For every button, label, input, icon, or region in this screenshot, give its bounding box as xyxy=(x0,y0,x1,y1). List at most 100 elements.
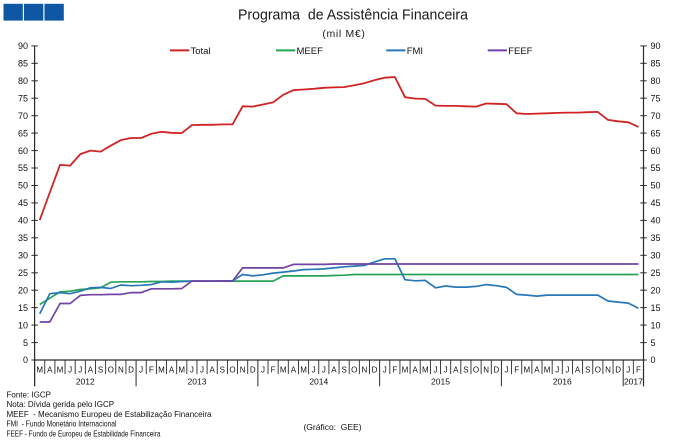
svg-text:A: A xyxy=(291,365,297,374)
svg-text:S: S xyxy=(98,365,103,374)
svg-text:20: 20 xyxy=(18,285,28,295)
svg-text:40: 40 xyxy=(651,216,661,226)
svg-text:10: 10 xyxy=(651,320,661,330)
svg-text:J: J xyxy=(261,365,265,374)
svg-text:75: 75 xyxy=(651,94,661,104)
svg-text:S: S xyxy=(463,365,468,374)
svg-text:O: O xyxy=(108,365,114,374)
svg-text:50: 50 xyxy=(651,181,661,191)
svg-text:90: 90 xyxy=(651,41,661,51)
svg-text:J: J xyxy=(139,365,143,374)
svg-text:40: 40 xyxy=(18,216,28,226)
svg-text:J: J xyxy=(505,365,509,374)
svg-text:M: M xyxy=(523,365,530,374)
svg-text:D: D xyxy=(250,365,256,374)
svg-text:15: 15 xyxy=(18,303,28,313)
svg-text:S: S xyxy=(585,365,590,374)
svg-text:MEEF: MEEF xyxy=(297,46,324,57)
svg-text:FEEF - Fundo de Europeu de Est: FEEF - Fundo de Europeu de Estabilidade … xyxy=(7,429,161,438)
svg-text:Programa de Assistência Finan: Programa de Assistência Financeira xyxy=(238,8,469,24)
svg-text:45: 45 xyxy=(18,198,28,208)
svg-text:A: A xyxy=(210,365,216,374)
svg-text:2013: 2013 xyxy=(188,377,207,387)
svg-text:FEEF: FEEF xyxy=(508,46,532,57)
svg-text:M: M xyxy=(280,365,287,374)
svg-text:M: M xyxy=(178,365,185,374)
svg-text:Nota: Dívida gerida pelo IGCP: Nota: Dívida gerida pelo IGCP xyxy=(7,400,115,409)
svg-text:20: 20 xyxy=(651,285,661,295)
svg-text:(mil M€): (mil M€) xyxy=(322,28,365,40)
svg-text:J: J xyxy=(383,365,387,374)
svg-text:N: N xyxy=(240,365,246,374)
svg-text:55: 55 xyxy=(651,163,661,173)
svg-text:J: J xyxy=(626,365,630,374)
svg-text:2016: 2016 xyxy=(553,377,572,387)
svg-text:O: O xyxy=(229,365,235,374)
svg-text:A: A xyxy=(88,365,94,374)
svg-text:FMI - Fundo Monetário Interna: FMI - Fundo Monetário Internacional xyxy=(7,420,117,429)
svg-text:J: J xyxy=(78,365,82,374)
svg-text:60: 60 xyxy=(18,146,28,156)
svg-text:80: 80 xyxy=(18,76,28,86)
svg-text:A: A xyxy=(534,365,540,374)
svg-text:2012: 2012 xyxy=(76,377,95,387)
svg-text:80: 80 xyxy=(651,76,661,86)
svg-text:N: N xyxy=(362,365,368,374)
svg-text:F: F xyxy=(149,365,154,374)
svg-text:15: 15 xyxy=(651,303,661,313)
svg-text:J: J xyxy=(322,365,326,374)
svg-text:F: F xyxy=(636,365,641,374)
svg-text:M: M xyxy=(36,365,43,374)
svg-text:M: M xyxy=(158,365,165,374)
svg-text:25: 25 xyxy=(18,268,28,278)
svg-text:O: O xyxy=(595,365,601,374)
svg-text:F: F xyxy=(271,365,276,374)
svg-text:M: M xyxy=(422,365,429,374)
svg-text:70: 70 xyxy=(651,111,661,121)
svg-text:MEEF - Mecanismo Europeu de E: MEEF - Mecanismo Europeu de Estabilizaçã… xyxy=(7,410,213,419)
svg-text:35: 35 xyxy=(651,233,661,243)
svg-text:65: 65 xyxy=(18,128,28,138)
svg-text:0: 0 xyxy=(651,355,656,365)
svg-text:S: S xyxy=(220,365,225,374)
svg-text:J: J xyxy=(312,365,316,374)
svg-text:J: J xyxy=(565,365,569,374)
svg-text:J: J xyxy=(190,365,194,374)
svg-text:N: N xyxy=(118,365,124,374)
svg-text:85: 85 xyxy=(18,59,28,69)
svg-text:A: A xyxy=(412,365,418,374)
svg-text:65: 65 xyxy=(651,128,661,138)
svg-text:10: 10 xyxy=(18,320,28,330)
svg-text:5: 5 xyxy=(651,338,656,348)
svg-text:O: O xyxy=(351,365,357,374)
svg-text:30: 30 xyxy=(651,251,661,261)
svg-text:A: A xyxy=(575,365,581,374)
svg-text:A: A xyxy=(331,365,337,374)
svg-text:2014: 2014 xyxy=(309,377,328,387)
svg-text:(Gráfico: GEE): (Gráfico: GEE) xyxy=(303,422,361,432)
svg-text:85: 85 xyxy=(651,59,661,69)
svg-text:M: M xyxy=(544,365,551,374)
svg-text:60: 60 xyxy=(651,146,661,156)
svg-text:0: 0 xyxy=(23,355,28,365)
svg-text:70: 70 xyxy=(18,111,28,121)
svg-text:2015: 2015 xyxy=(431,377,450,387)
svg-text:90: 90 xyxy=(18,41,28,51)
svg-text:50: 50 xyxy=(18,181,28,191)
svg-text:D: D xyxy=(615,365,621,374)
svg-text:D: D xyxy=(128,365,134,374)
svg-text:D: D xyxy=(493,365,499,374)
svg-text:F: F xyxy=(392,365,397,374)
svg-text:55: 55 xyxy=(18,163,28,173)
svg-text:M: M xyxy=(57,365,64,374)
svg-text:A: A xyxy=(47,365,53,374)
svg-text:FMI: FMI xyxy=(407,46,423,57)
svg-text:J: J xyxy=(555,365,559,374)
svg-text:F: F xyxy=(514,365,519,374)
svg-text:30: 30 xyxy=(18,251,28,261)
svg-text:Total: Total xyxy=(191,46,211,57)
svg-text:35: 35 xyxy=(18,233,28,243)
svg-text:J: J xyxy=(444,365,448,374)
svg-text:2017: 2017 xyxy=(624,377,643,387)
svg-text:75: 75 xyxy=(18,94,28,104)
